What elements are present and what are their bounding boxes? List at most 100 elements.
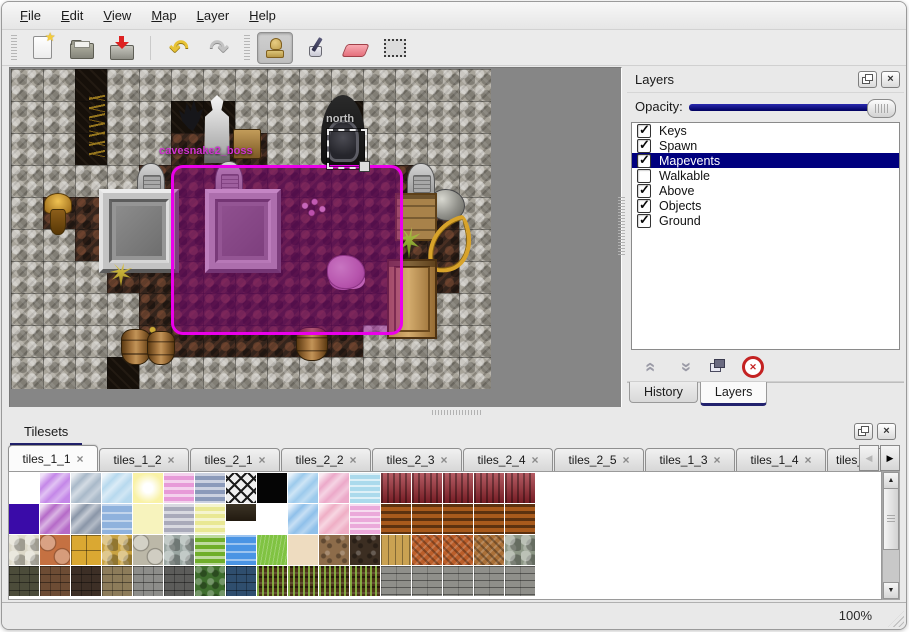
tileset-tile[interactable] bbox=[164, 566, 194, 596]
menu-map[interactable]: Map bbox=[151, 8, 177, 23]
tileset-tile[interactable] bbox=[381, 504, 411, 534]
layer-row-keys[interactable]: Keys bbox=[632, 123, 899, 138]
tileset-tile[interactable] bbox=[71, 566, 101, 596]
stamp-button[interactable] bbox=[257, 31, 293, 64]
layer-checkbox[interactable] bbox=[637, 152, 651, 168]
layer-row-mapevents[interactable]: Mapevents bbox=[632, 152, 899, 168]
pen-fill-button[interactable] bbox=[297, 32, 333, 64]
menu-help[interactable]: Help bbox=[249, 8, 276, 23]
open-folder-button[interactable] bbox=[64, 32, 100, 64]
tileset-tile[interactable] bbox=[288, 566, 318, 596]
tileset-tile[interactable] bbox=[443, 535, 473, 565]
eraser-button[interactable] bbox=[337, 32, 373, 64]
tileset-tile[interactable] bbox=[40, 535, 70, 565]
opacity-slider-handle[interactable] bbox=[867, 99, 896, 118]
tileset-tab-tiles_1_4[interactable]: tiles_1_4 × bbox=[736, 448, 826, 471]
scroll-down-icon[interactable]: ▼ bbox=[883, 582, 899, 599]
tileset-tab-tiles_1_1[interactable]: tiles_1_1 × bbox=[8, 445, 98, 471]
tileset-tile[interactable] bbox=[102, 504, 132, 534]
tileset-tile[interactable] bbox=[319, 473, 349, 503]
tileset-tile[interactable] bbox=[257, 504, 287, 534]
tileset-tile[interactable] bbox=[412, 566, 442, 596]
scroll-up-icon[interactable]: ▲ bbox=[883, 472, 899, 489]
tileset-tile[interactable] bbox=[319, 504, 349, 534]
menu-edit[interactable]: Edit bbox=[60, 8, 84, 23]
layer-checkbox[interactable] bbox=[637, 123, 651, 138]
tileset-tab-tiles_2_2[interactable]: tiles_2_2 × bbox=[281, 448, 371, 471]
tileset-tile[interactable] bbox=[164, 535, 194, 565]
tileset-tile[interactable] bbox=[40, 504, 70, 534]
close-tab-icon[interactable]: × bbox=[531, 453, 539, 467]
tileset-tile[interactable] bbox=[288, 504, 318, 534]
vertical-splitter[interactable] bbox=[618, 197, 625, 257]
lower-layer-button[interactable]: « bbox=[673, 356, 697, 378]
tileset-tile[interactable] bbox=[133, 566, 163, 596]
tileset-tile[interactable] bbox=[257, 535, 287, 565]
tileset-tile[interactable] bbox=[9, 504, 39, 534]
tileset-tab-tiles_2_3[interactable]: tiles_2_3 × bbox=[372, 448, 462, 471]
tileset-tile[interactable] bbox=[40, 566, 70, 596]
tileset-tile[interactable] bbox=[195, 504, 225, 534]
undo-button[interactable]: ↶ bbox=[161, 32, 197, 64]
close-tab-icon[interactable]: × bbox=[622, 453, 630, 467]
close-tab-icon[interactable]: × bbox=[440, 453, 448, 467]
tileset-tile[interactable] bbox=[505, 566, 535, 596]
delete-layer-button[interactable]: ✕ bbox=[741, 356, 765, 378]
menu-file[interactable]: File bbox=[20, 8, 41, 23]
tileset-tile[interactable] bbox=[319, 566, 349, 596]
tileset-tile[interactable] bbox=[133, 504, 163, 534]
tileset-tile[interactable] bbox=[257, 566, 287, 596]
tileset-tile[interactable] bbox=[9, 566, 39, 596]
tileset-tab-tiles_2_4[interactable]: tiles_2_4 × bbox=[463, 448, 553, 471]
layer-checkbox[interactable] bbox=[637, 137, 651, 153]
tileset-tile[interactable] bbox=[226, 535, 256, 565]
tileset-tile[interactable] bbox=[443, 504, 473, 534]
tileset-tile[interactable] bbox=[71, 504, 101, 534]
layer-row-walkable[interactable]: Walkable bbox=[632, 168, 899, 183]
layer-checkbox[interactable] bbox=[637, 182, 651, 198]
tileset-tile[interactable] bbox=[9, 473, 39, 503]
tileset-tab-tiles_2_1[interactable]: tiles_2_1 × bbox=[190, 448, 280, 471]
tileset-tile[interactable] bbox=[164, 504, 194, 534]
tileset-tile[interactable] bbox=[350, 566, 380, 596]
tileset-tile[interactable] bbox=[412, 535, 442, 565]
tileset-tile[interactable] bbox=[505, 535, 535, 565]
tileset-tile[interactable] bbox=[412, 473, 442, 503]
tileset-tile[interactable] bbox=[412, 504, 442, 534]
resize-grip[interactable] bbox=[888, 611, 904, 627]
tileset-tile[interactable] bbox=[102, 566, 132, 596]
tileset-tile[interactable] bbox=[350, 504, 380, 534]
scrollbar-thumb[interactable] bbox=[883, 488, 899, 550]
tileset-tile[interactable] bbox=[195, 566, 225, 596]
tileset-tile[interactable] bbox=[195, 535, 225, 565]
opacity-slider[interactable] bbox=[689, 99, 896, 118]
tilesets-title-tab[interactable]: Tilesets bbox=[10, 421, 83, 446]
float-panel-icon[interactable] bbox=[858, 71, 877, 88]
tileset-tab-tiles_1_2[interactable]: tiles_1_2 × bbox=[99, 448, 189, 471]
close-tab-icon[interactable]: × bbox=[258, 453, 266, 467]
new-file-button[interactable] bbox=[24, 30, 60, 64]
tileset-tab-tiles_1_3[interactable]: tiles_1_3 × bbox=[645, 448, 735, 471]
horizontal-splitter[interactable] bbox=[2, 407, 906, 418]
close-tab-icon[interactable]: × bbox=[804, 453, 812, 467]
tileset-tile[interactable] bbox=[505, 504, 535, 534]
dock-tab-layers[interactable]: Layers bbox=[699, 382, 768, 406]
tileset-scrollbar[interactable]: ▲ ▼ bbox=[882, 471, 900, 600]
tileset-tile[interactable] bbox=[288, 535, 318, 565]
close-tilesets-icon[interactable]: × bbox=[877, 423, 896, 440]
tileset-tile[interactable] bbox=[505, 473, 535, 503]
tileset-tile[interactable] bbox=[226, 504, 256, 521]
layer-checkbox[interactable] bbox=[637, 168, 651, 183]
tileset-tile[interactable] bbox=[164, 473, 194, 503]
tileset-tile[interactable] bbox=[257, 473, 287, 503]
tileset-view[interactable] bbox=[8, 471, 882, 600]
tileset-tile[interactable] bbox=[443, 473, 473, 503]
map-canvas[interactable]: north cavesnake2_boss bbox=[11, 69, 491, 389]
tileset-tile[interactable] bbox=[40, 473, 70, 503]
tileset-tile[interactable] bbox=[319, 535, 349, 565]
tileset-tile[interactable] bbox=[288, 473, 318, 503]
layer-row-ground[interactable]: Ground bbox=[632, 212, 899, 228]
tileset-tile[interactable] bbox=[474, 504, 504, 534]
menu-layer[interactable]: Layer bbox=[196, 8, 230, 23]
tileset-tile[interactable] bbox=[71, 473, 101, 503]
